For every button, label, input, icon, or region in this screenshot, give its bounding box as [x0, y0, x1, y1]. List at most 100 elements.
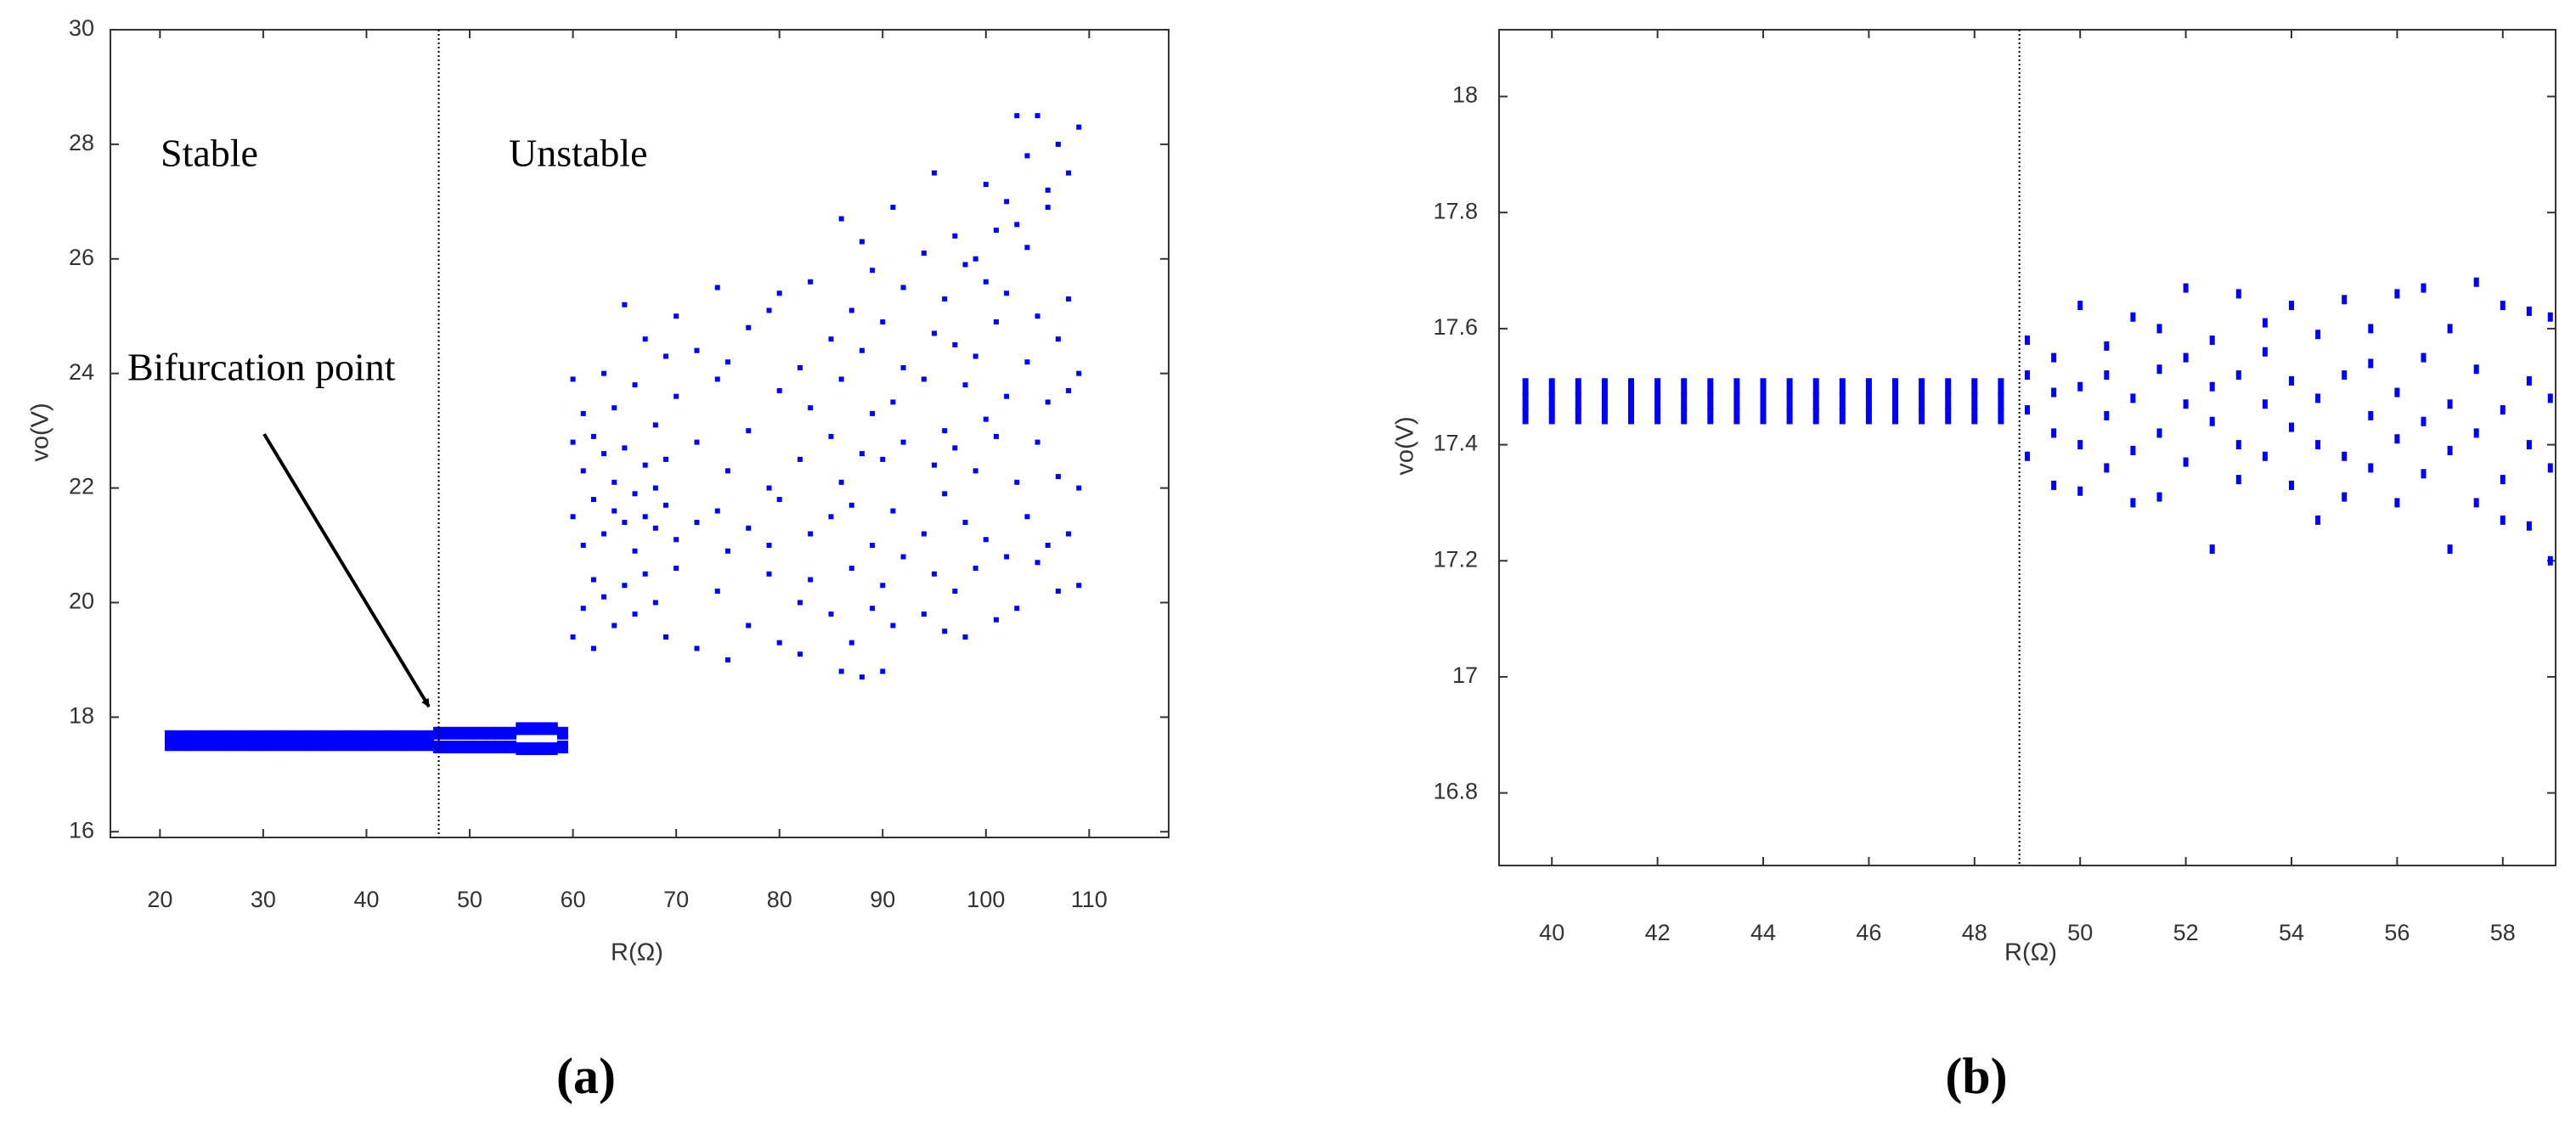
point: [590, 577, 596, 583]
point: [1014, 222, 1020, 228]
point: [2051, 480, 2057, 490]
point: [288, 730, 300, 743]
point: [1865, 407, 1872, 425]
point: [870, 606, 876, 612]
point: [1681, 392, 1688, 410]
point: [859, 347, 865, 353]
point: [1812, 407, 1819, 425]
point: [1628, 392, 1634, 410]
point: [962, 634, 968, 640]
x-tick-label: 60: [561, 887, 586, 912]
y-axis-label: vo(V): [1392, 416, 1419, 475]
point: [1014, 606, 1020, 612]
point: [2209, 416, 2215, 426]
y-tick-label: 22: [69, 474, 94, 499]
point: [454, 740, 465, 753]
point: [278, 730, 290, 743]
point: [2526, 375, 2532, 386]
point: [622, 445, 628, 451]
y-tick-label: 17.6: [1433, 314, 1478, 340]
point: [776, 387, 782, 393]
point: [1066, 170, 1072, 176]
point: [900, 364, 906, 370]
point: [890, 508, 896, 514]
point: [590, 646, 596, 651]
point: [714, 508, 720, 514]
point: [932, 571, 938, 577]
point: [1055, 588, 1061, 594]
point: [536, 722, 548, 736]
point: [2077, 301, 2083, 311]
point: [2209, 544, 2215, 555]
y-tick-label: 30: [69, 15, 94, 41]
point: [1014, 113, 1020, 119]
point: [546, 741, 558, 755]
point: [766, 571, 772, 577]
point: [848, 502, 854, 508]
x-tick-label: 54: [2279, 920, 2304, 945]
annotation: Unstable: [509, 132, 648, 175]
point: [1004, 554, 1010, 560]
point: [1839, 392, 1846, 410]
point: [952, 233, 958, 239]
point: [952, 341, 958, 347]
point: [2289, 422, 2294, 432]
x-tick-label: 40: [1539, 920, 1564, 945]
point: [556, 740, 568, 753]
point: [714, 285, 720, 290]
point: [2547, 312, 2553, 322]
point: [952, 588, 958, 594]
y-tick-label: 28: [69, 130, 94, 155]
point: [798, 364, 803, 370]
point: [798, 456, 803, 462]
point: [2394, 289, 2400, 299]
point: [2289, 375, 2294, 386]
point: [2421, 283, 2427, 293]
x-tick-label: 48: [1962, 920, 1987, 945]
point: [2368, 324, 2374, 334]
point: [1971, 392, 1978, 410]
point: [1760, 378, 1767, 396]
point: [921, 251, 927, 257]
point: [1971, 407, 1978, 425]
point: [652, 525, 658, 531]
point: [2235, 370, 2241, 381]
point: [642, 462, 648, 468]
point: [185, 730, 197, 743]
point: [2500, 515, 2506, 525]
point: [206, 730, 217, 743]
point: [2547, 463, 2553, 473]
point: [2104, 341, 2110, 351]
point: [932, 170, 938, 176]
point: [299, 730, 311, 743]
point: [694, 347, 700, 353]
point: [165, 730, 177, 743]
point: [880, 668, 886, 674]
point: [175, 730, 187, 743]
point: [495, 726, 507, 740]
point: [1601, 392, 1608, 410]
point: [268, 730, 279, 743]
point: [2421, 352, 2427, 363]
point: [1575, 378, 1581, 396]
point: [309, 730, 321, 743]
point: [1024, 153, 1030, 159]
point: [601, 531, 607, 537]
point: [993, 617, 999, 623]
point: [724, 548, 730, 554]
point: [2156, 324, 2162, 334]
point: [1760, 407, 1767, 425]
point: [1034, 560, 1040, 566]
point: [972, 256, 978, 262]
y-tick-label: 16: [69, 817, 94, 843]
point: [642, 514, 648, 520]
point: [1601, 407, 1608, 425]
point: [2500, 301, 2506, 311]
point: [216, 730, 228, 743]
point: [880, 319, 886, 324]
point: [1575, 407, 1581, 425]
point: [2209, 381, 2215, 392]
point: [536, 741, 548, 755]
x-tick-label: 44: [1750, 920, 1776, 945]
